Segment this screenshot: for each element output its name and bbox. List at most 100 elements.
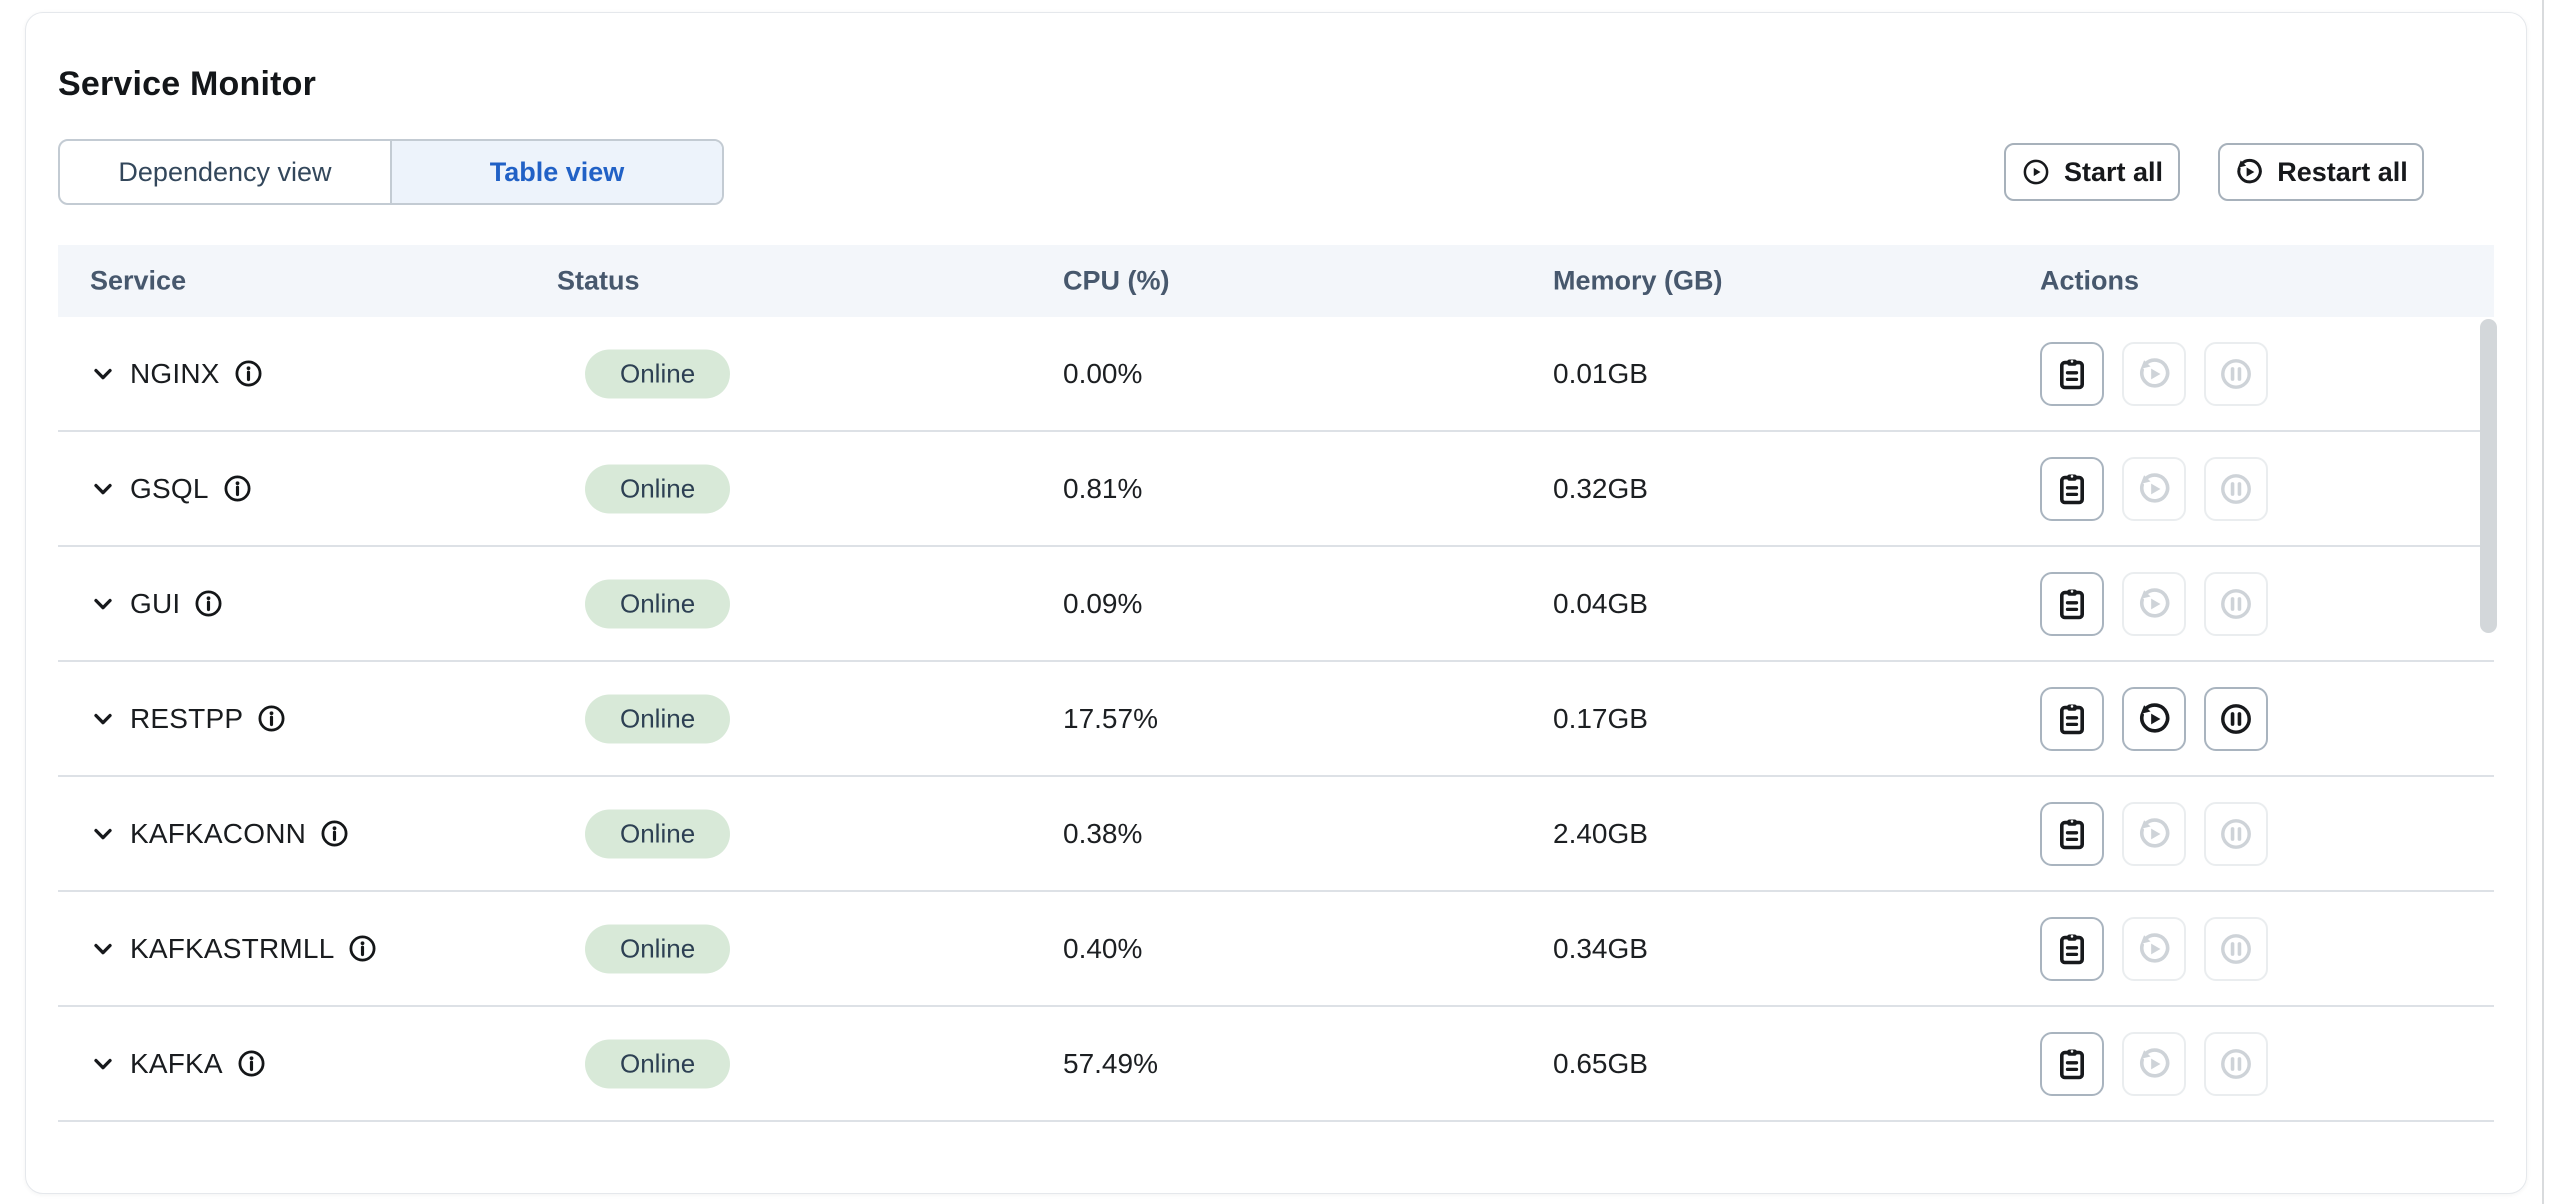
cpu-value: 0.38% <box>1063 817 1143 849</box>
service-cell: KAFKACONN <box>90 818 349 850</box>
pause-service-button <box>2204 1031 2268 1096</box>
view-logs-button[interactable] <box>2040 916 2104 981</box>
pause-icon <box>2218 701 2254 737</box>
memory-value: 0.01GB <box>1553 357 1648 389</box>
start-all-button[interactable]: Start all <box>2004 143 2180 201</box>
restart-icon <box>2136 586 2172 622</box>
info-icon[interactable] <box>257 704 286 733</box>
row-actions <box>2040 456 2268 521</box>
info-icon[interactable] <box>194 589 223 618</box>
table-body: NGINX Online 0.00% 0.01GB <box>58 317 2494 1122</box>
chevron-down-icon[interactable] <box>90 706 116 732</box>
start-all-label: Start all <box>2063 156 2164 187</box>
info-icon[interactable] <box>234 359 263 388</box>
info-icon[interactable] <box>237 1049 266 1078</box>
restart-service-button[interactable] <box>2122 686 2186 751</box>
view-logs-button[interactable] <box>2040 456 2104 521</box>
chevron-down-icon[interactable] <box>90 821 116 847</box>
cpu-value: 17.57% <box>1063 702 1158 734</box>
pause-service-button <box>2204 801 2268 866</box>
clipboard-icon <box>2054 356 2090 392</box>
memory-value: 2.40GB <box>1553 817 1648 849</box>
status-badge: Online <box>585 1039 731 1088</box>
pause-service-button <box>2204 341 2268 406</box>
restart-service-button <box>2122 916 2186 981</box>
memory-value: 0.17GB <box>1553 702 1648 734</box>
status-badge: Online <box>585 349 731 398</box>
cpu-value: 0.09% <box>1063 587 1143 619</box>
view-logs-button[interactable] <box>2040 341 2104 406</box>
clipboard-icon <box>2054 586 2090 622</box>
row-actions <box>2040 341 2268 406</box>
column-header-cpu: CPU (%) <box>1063 265 1170 296</box>
tab-dependency-view[interactable]: Dependency view <box>118 156 332 187</box>
status-badge: Online <box>585 464 731 513</box>
restart-all-button[interactable]: Restart all <box>2218 143 2424 201</box>
table-row: GSQL Online 0.81% 0.32GB <box>58 432 2494 547</box>
play-circle-icon <box>2021 157 2051 187</box>
cpu-value: 0.40% <box>1063 932 1143 964</box>
restart-all-label: Restart all <box>2277 156 2408 187</box>
cpu-value: 57.49% <box>1063 1047 1158 1079</box>
page-title: Service Monitor <box>58 65 317 103</box>
table-scrollbar-thumb[interactable] <box>2480 319 2497 633</box>
restart-service-button <box>2122 801 2186 866</box>
chevron-down-icon[interactable] <box>90 476 116 502</box>
clipboard-icon <box>2054 701 2090 737</box>
column-header-status: Status <box>557 265 640 296</box>
chevron-down-icon[interactable] <box>90 1051 116 1077</box>
service-name: GSQL <box>130 472 209 504</box>
info-icon[interactable] <box>348 934 377 963</box>
pause-service-button <box>2204 456 2268 521</box>
cpu-value: 0.81% <box>1063 472 1143 504</box>
restart-icon <box>2136 356 2172 392</box>
column-header-memory: Memory (GB) <box>1553 265 1723 296</box>
pause-icon <box>2218 356 2254 392</box>
view-logs-button[interactable] <box>2040 686 2104 751</box>
memory-value: 0.32GB <box>1553 472 1648 504</box>
chevron-down-icon[interactable] <box>90 361 116 387</box>
restart-service-button <box>2122 571 2186 636</box>
pause-icon <box>2218 1046 2254 1082</box>
view-logs-button[interactable] <box>2040 801 2104 866</box>
tab-table-view[interactable]: Table view <box>390 141 722 203</box>
chevron-down-icon[interactable] <box>90 936 116 962</box>
status-badge: Online <box>585 579 731 628</box>
row-actions <box>2040 1031 2268 1096</box>
info-icon[interactable] <box>223 474 252 503</box>
table-row: NGINX Online 0.00% 0.01GB <box>58 317 2494 432</box>
memory-value: 0.04GB <box>1553 587 1648 619</box>
service-cell: GSQL <box>90 473 252 505</box>
clipboard-icon <box>2054 1046 2090 1082</box>
pause-service-button <box>2204 916 2268 981</box>
table-row: KAFKACONN Online 0.38% 2.40GB <box>58 777 2494 892</box>
row-actions <box>2040 916 2268 981</box>
column-header-service: Service <box>90 265 187 296</box>
service-name: KAFKA <box>130 1047 223 1079</box>
service-name: RESTPP <box>130 702 244 734</box>
restart-service-button <box>2122 341 2186 406</box>
restart-icon <box>2136 701 2172 737</box>
view-logs-button[interactable] <box>2040 571 2104 636</box>
table-row: KAFKA Online 57.49% 0.65GB <box>58 1007 2494 1122</box>
table-row: GUI Online 0.09% 0.04GB <box>58 547 2494 662</box>
pause-service-button <box>2204 571 2268 636</box>
info-icon[interactable] <box>320 819 349 848</box>
table-row: KAFKASTRMLL Online 0.40% 0.34GB <box>58 892 2494 1007</box>
restart-icon <box>2136 471 2172 507</box>
pause-service-button[interactable] <box>2204 686 2268 751</box>
memory-value: 0.65GB <box>1553 1047 1648 1079</box>
restart-circle-icon <box>2234 157 2264 187</box>
table-row: RESTPP Online 17.57% 0.17GB <box>58 662 2494 777</box>
view-tab-group: Dependency view Table view <box>58 139 724 205</box>
pause-icon <box>2218 471 2254 507</box>
view-logs-button[interactable] <box>2040 1031 2104 1096</box>
row-actions <box>2040 801 2268 866</box>
chevron-down-icon[interactable] <box>90 591 116 617</box>
service-cell: KAFKASTRMLL <box>90 933 377 965</box>
restart-service-button <box>2122 1031 2186 1096</box>
service-name: KAFKASTRMLL <box>130 932 335 964</box>
service-name: GUI <box>130 587 181 619</box>
restart-icon <box>2136 816 2172 852</box>
service-monitor-card: Service Monitor Dependency view Table vi… <box>25 12 2527 1194</box>
